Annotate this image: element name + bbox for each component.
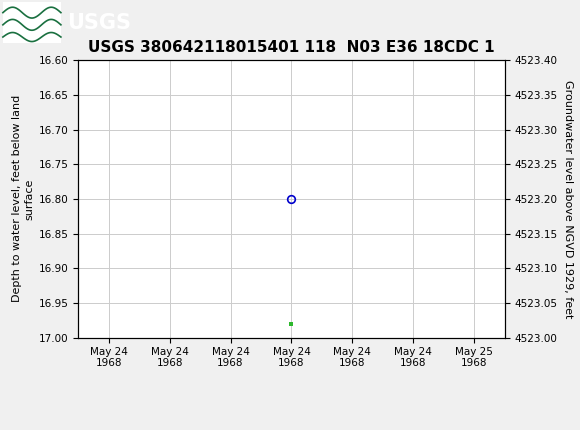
Text: USGS: USGS [67, 12, 130, 33]
Y-axis label: Depth to water level, feet below land
surface: Depth to water level, feet below land su… [12, 95, 35, 302]
Title: USGS 380642118015401 118  N03 E36 18CDC 1: USGS 380642118015401 118 N03 E36 18CDC 1 [88, 40, 495, 55]
Bar [3, 2, 61, 43]
Y-axis label: Groundwater level above NGVD 1929, feet: Groundwater level above NGVD 1929, feet [563, 80, 573, 318]
